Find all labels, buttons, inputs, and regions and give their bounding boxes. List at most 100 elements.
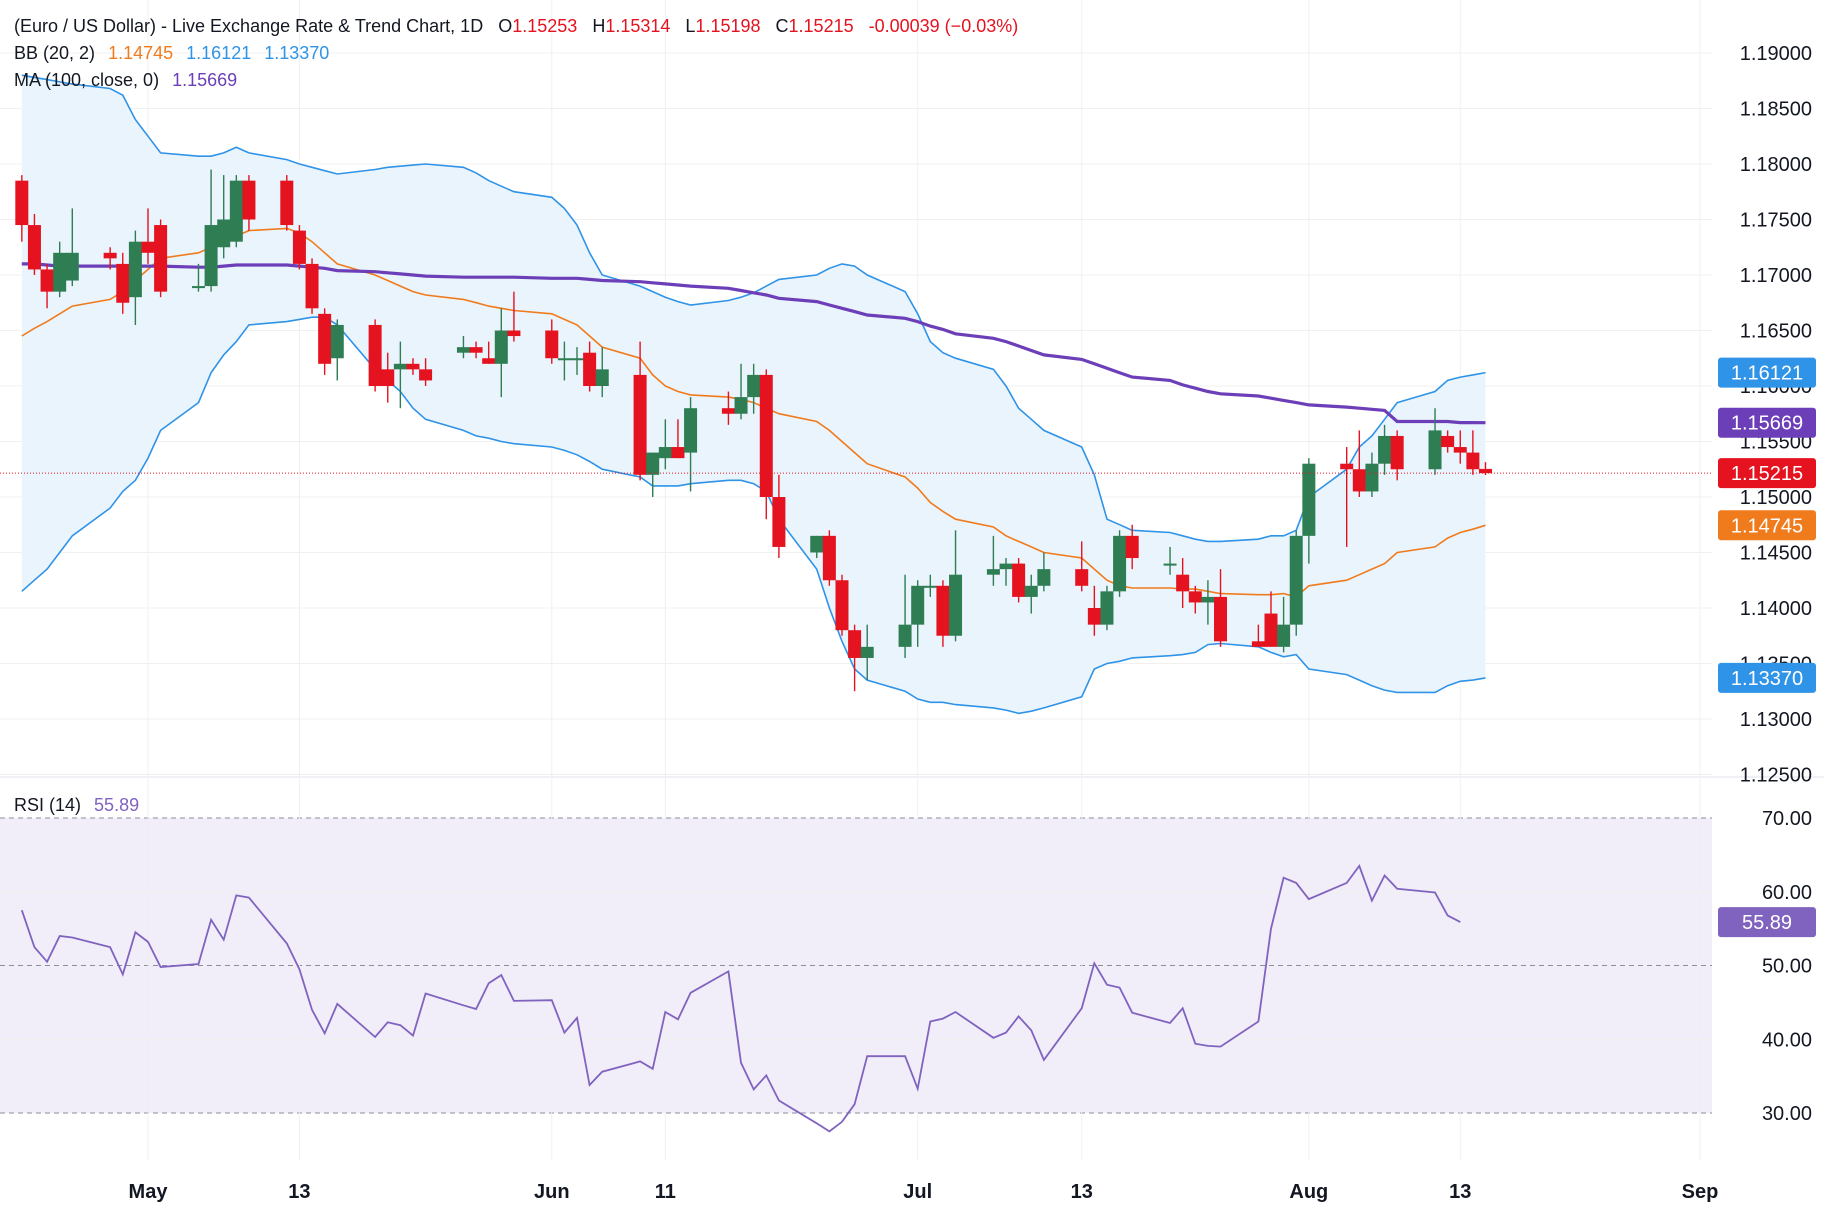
candle[interactable] [1012,558,1026,603]
candle-body [1024,585,1038,597]
candle[interactable] [1113,530,1127,597]
candle[interactable] [747,363,761,414]
candle[interactable] [15,175,29,242]
candle[interactable] [595,347,609,398]
candle[interactable] [810,535,824,559]
candle[interactable] [40,263,54,309]
candle[interactable] [406,358,420,375]
candle[interactable] [494,308,508,398]
candle[interactable] [229,175,243,248]
candle[interactable] [986,535,1000,586]
candle[interactable] [1365,452,1379,497]
close-badge: 1.15215 [1718,458,1816,489]
candle[interactable] [1251,624,1265,647]
candle[interactable] [898,574,912,658]
candle[interactable] [1428,408,1442,475]
candle[interactable] [759,369,773,520]
candle[interactable] [684,397,698,492]
ma-badge-label: 1.15669 [1731,413,1803,435]
candle[interactable] [507,291,521,342]
candle[interactable] [1163,546,1177,575]
candle[interactable] [1441,430,1455,453]
candle-body [1201,596,1215,603]
candle[interactable] [1466,430,1480,475]
candle[interactable] [1378,424,1392,475]
price-tick-label: 1.19000 [1740,43,1812,65]
candle[interactable] [911,580,925,647]
candle-body [242,180,256,220]
candle[interactable] [103,247,117,270]
candle[interactable] [822,530,836,586]
candle[interactable] [128,230,142,325]
candle[interactable] [330,319,344,381]
candle[interactable] [1453,430,1467,464]
candle[interactable] [305,258,319,314]
high-label: H [592,16,605,36]
candle[interactable] [419,358,433,386]
candle[interactable] [583,341,597,392]
candle[interactable] [545,319,559,364]
candle[interactable] [1075,541,1089,592]
candles[interactable] [15,169,1492,692]
time-axis[interactable]: May 13 Jun 11 Jul 13 Aug 13 Sep [129,1181,1719,1203]
candle[interactable] [658,419,672,470]
candle[interactable] [1214,569,1228,647]
candle[interactable] [1264,591,1278,647]
candle[interactable] [242,175,256,231]
candle[interactable] [1037,552,1051,592]
candle[interactable] [65,208,79,287]
candle[interactable] [999,558,1013,586]
candle[interactable] [318,308,332,375]
candle[interactable] [835,574,849,636]
candle[interactable] [949,530,963,642]
candle[interactable] [848,624,862,692]
close-value: 1.15215 [789,16,854,36]
candle[interactable] [772,474,786,559]
candle[interactable] [456,336,470,359]
candle[interactable] [1188,585,1202,614]
candle[interactable] [204,169,218,292]
candle[interactable] [557,341,571,381]
candle[interactable] [154,219,168,298]
candle[interactable] [1176,558,1190,608]
candle[interactable] [936,580,950,647]
candle[interactable] [1277,596,1291,653]
candle[interactable] [570,347,584,375]
candle[interactable] [1289,530,1303,636]
candle[interactable] [1100,585,1114,631]
candle[interactable] [1302,458,1316,564]
candle[interactable] [368,319,382,392]
candle[interactable] [1201,580,1215,625]
candle[interactable] [1352,430,1366,497]
candle[interactable] [1390,430,1404,481]
candle[interactable] [53,241,67,298]
candle[interactable] [482,341,496,364]
candle[interactable] [923,574,937,597]
candle[interactable] [721,391,735,425]
candle[interactable] [393,341,407,409]
candle[interactable] [280,175,294,231]
candle[interactable] [381,352,395,403]
candle[interactable] [1087,585,1101,636]
rsi-axis[interactable]: 70.00 60.00 50.00 40.00 30.00 [1762,808,1812,1125]
candle[interactable] [116,252,130,314]
candle[interactable] [1024,574,1038,614]
candle[interactable] [633,341,647,481]
legend: (Euro / US Dollar) - Live Exchange Rate … [14,16,1018,815]
candle-body [1163,563,1177,566]
candle-body [217,219,231,248]
candle[interactable] [27,213,41,275]
candle[interactable] [671,419,685,459]
bb-upper-badge: 1.16121 [1718,357,1816,388]
candle[interactable] [141,208,155,264]
candle[interactable] [469,341,483,359]
candle[interactable] [217,175,231,259]
candle[interactable] [292,225,306,270]
candle[interactable] [860,624,874,681]
candle[interactable] [1125,524,1139,570]
candle[interactable] [734,363,748,420]
candle[interactable] [191,263,205,292]
candle[interactable] [1340,447,1354,547]
candle[interactable] [646,452,660,497]
